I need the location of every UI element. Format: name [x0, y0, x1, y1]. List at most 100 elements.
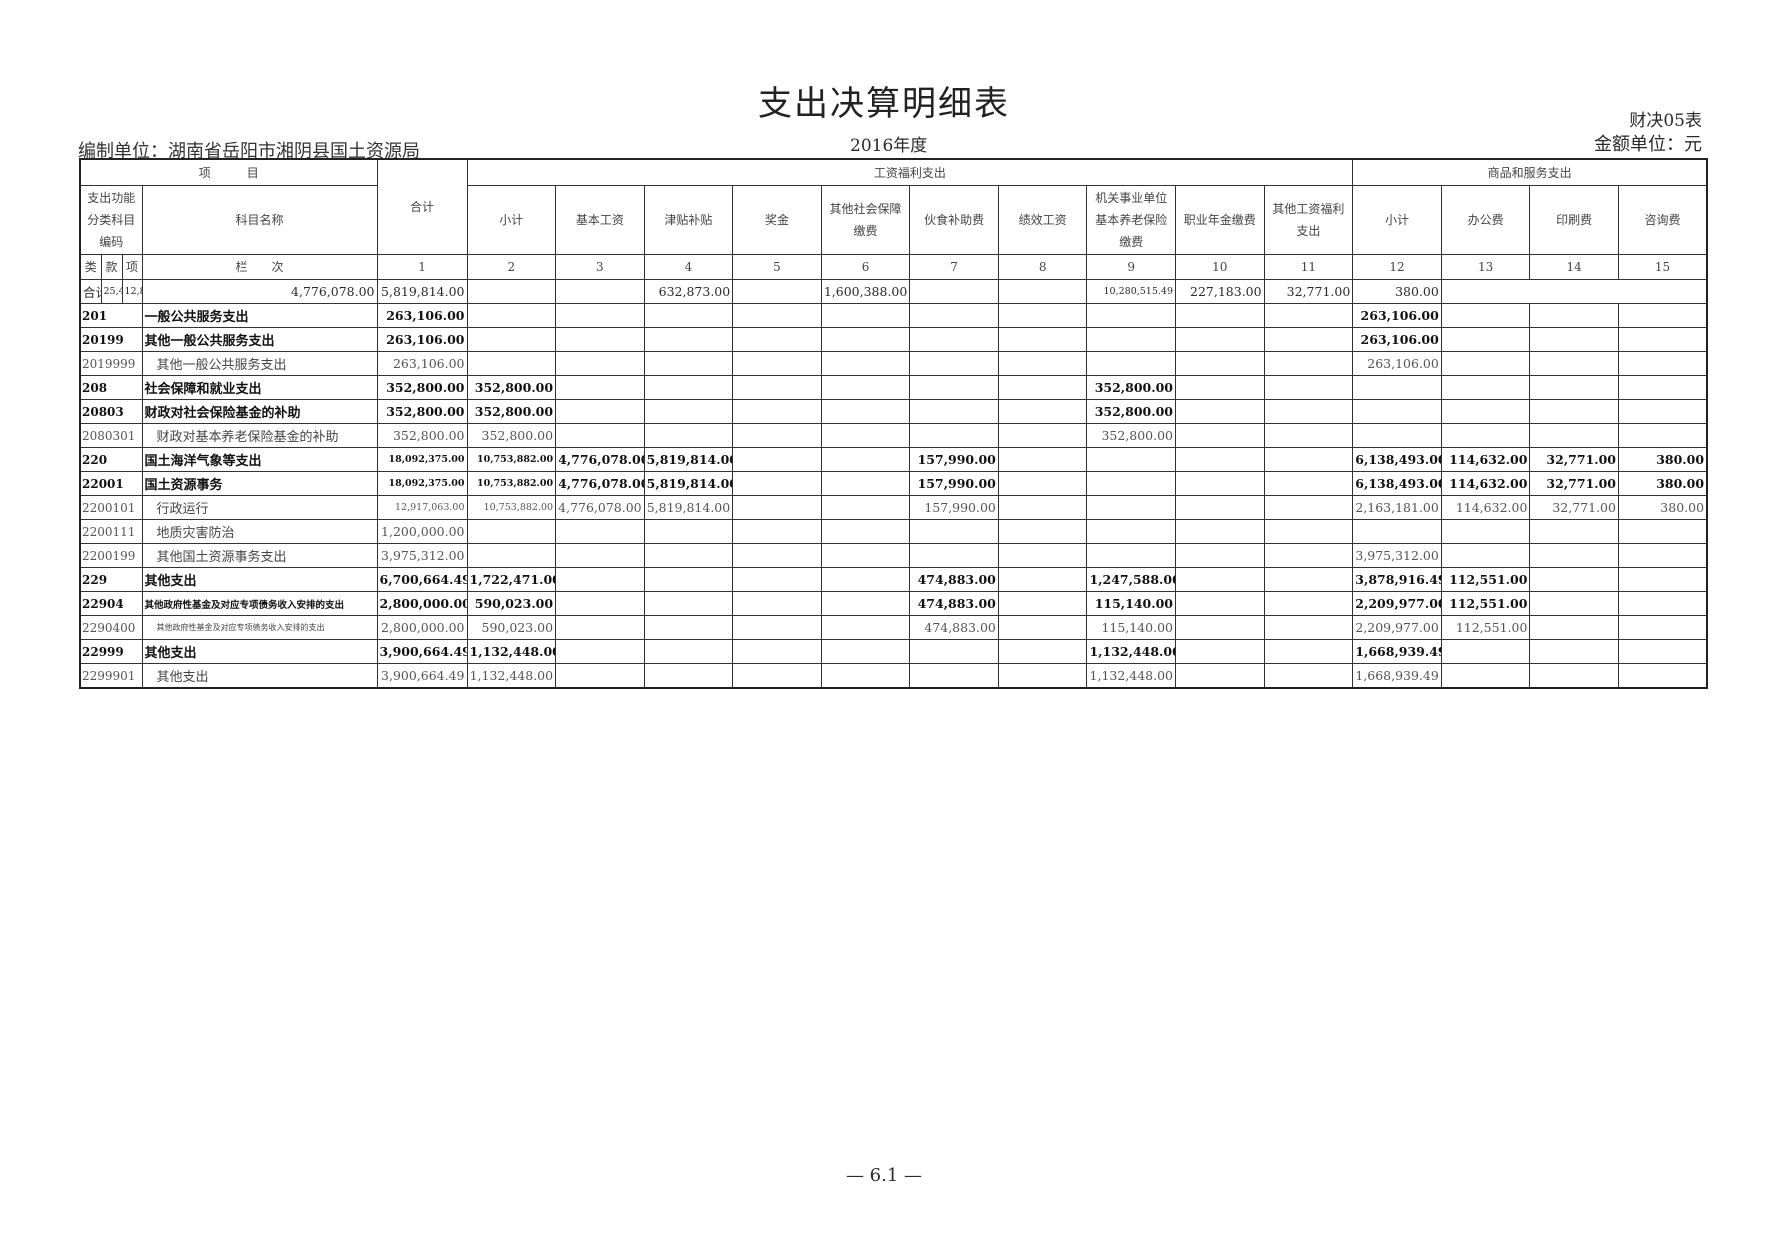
row-value [997, 639, 1088, 664]
row-value [1086, 447, 1177, 472]
row-value: 112,551.00 [1440, 567, 1531, 592]
row-value [1440, 663, 1531, 689]
row-value [820, 567, 911, 592]
row-value [1175, 327, 1265, 352]
row-value [1529, 519, 1619, 544]
total-cell [732, 279, 822, 304]
row-value: 1,132,448.00 [1086, 639, 1177, 664]
row-value [1529, 591, 1619, 616]
row-value [909, 423, 999, 448]
row-value [732, 471, 822, 496]
row-value: 590,023.00 [466, 615, 557, 640]
row-value [1263, 375, 1354, 400]
row-name: 其他一般公共服务支出 [141, 327, 378, 352]
row-value [466, 543, 557, 568]
row-value: 4,776,078.00 [555, 447, 645, 472]
row-value: 1,668,939.49 [1352, 639, 1442, 664]
header-column: 其他工资福利支出 [1263, 185, 1354, 255]
row-value [643, 303, 734, 328]
header-lei: 类 [79, 254, 102, 280]
row-value [820, 351, 911, 376]
row-value: 6,138,493.00 [1352, 471, 1442, 496]
column-number: 6 [820, 254, 911, 280]
row-value [1440, 519, 1531, 544]
row-value [909, 663, 999, 689]
row-value: 115,140.00 [1086, 615, 1177, 640]
row-value [643, 615, 734, 640]
column-number: 9 [1086, 254, 1177, 280]
row-value [732, 399, 822, 424]
total-cell: 32,771.00 [1263, 279, 1354, 304]
row-value [1175, 495, 1265, 520]
row-value: 474,883.00 [909, 567, 999, 592]
row-value [1617, 615, 1708, 640]
row-value: 1,247,588.00 [1086, 567, 1177, 592]
row-value [1263, 663, 1354, 689]
row-value [732, 567, 822, 592]
header-goods-group: 商品和服务支出 [1352, 158, 1708, 186]
row-value [466, 327, 557, 352]
total-cell: 10,280,515.49 [1086, 279, 1177, 304]
row-value: 352,800.00 [376, 375, 468, 400]
row-value: 263,106.00 [376, 327, 468, 352]
row-value [732, 447, 822, 472]
total-cell [555, 279, 645, 304]
row-value [820, 639, 911, 664]
header-xiang: 项 [121, 254, 143, 280]
row-value [1617, 327, 1708, 352]
row-value [732, 327, 822, 352]
row-value [1617, 519, 1708, 544]
row-value [1175, 447, 1265, 472]
row-value [555, 399, 645, 424]
header-code: 支出功能分类科目编码 [79, 185, 143, 255]
header-wages-group: 工资福利支出 [466, 158, 1354, 186]
row-value [997, 567, 1088, 592]
row-value [997, 327, 1088, 352]
total-cell: 380.00 [1352, 279, 1442, 304]
row-value [1175, 543, 1265, 568]
row-value [997, 591, 1088, 616]
table-row: 22999 其他支出 3,900,664.49 1,132,448.00 1,132,4… [79, 639, 1708, 664]
row-value [820, 543, 911, 568]
row-value: 3,878,916.49 [1352, 567, 1442, 592]
row-value: 263,106.00 [376, 351, 468, 376]
row-value [1175, 663, 1265, 689]
row-value: 10,753,882.00 [466, 495, 557, 520]
row-value [1263, 471, 1354, 496]
row-value: 1,132,448.00 [466, 639, 557, 664]
row-value [732, 663, 822, 689]
row-value [1529, 423, 1619, 448]
row-code: 2200199 [79, 543, 143, 568]
table-row: 2200101 行政运行 12,917,063.00 10,753,882.00 4,7… [79, 495, 1708, 520]
row-value [1175, 399, 1265, 424]
page-number: — 6.1 — [845, 1165, 923, 1186]
row-value [1529, 663, 1619, 689]
row-value: 18,092,375.00 [376, 447, 468, 472]
row-value [997, 399, 1088, 424]
row-code: 2200101 [79, 495, 143, 520]
column-number: 12 [1352, 254, 1442, 280]
table-row: 201 一般公共服务支出 263,106.00 263,106.00 [79, 303, 1708, 328]
column-number: 13 [1440, 254, 1531, 280]
row-value [1529, 543, 1619, 568]
row-value [732, 495, 822, 520]
row-value: 380.00 [1617, 447, 1708, 472]
column-number: 3 [555, 254, 645, 280]
header-column: 小计 [466, 185, 557, 255]
table-row: 220 国土海洋气象等支出 18,092,375.00 10,753,882.00 4,… [79, 447, 1708, 472]
header-item: 项 目 [79, 158, 378, 186]
total-cell: 227,183.00 [1175, 279, 1265, 304]
row-value [555, 543, 645, 568]
row-value: 352,800.00 [376, 399, 468, 424]
row-value [1263, 447, 1354, 472]
row-value: 3,975,312.00 [376, 543, 468, 568]
row-value [1529, 351, 1619, 376]
row-value [909, 351, 999, 376]
row-value [643, 663, 734, 689]
row-value [997, 351, 1088, 376]
page-title: 支出决算明细表 [758, 84, 1010, 124]
row-value [1086, 303, 1177, 328]
total-cell: 4,776,078.00 [141, 279, 378, 304]
row-value: 114,632.00 [1440, 447, 1531, 472]
row-value [909, 375, 999, 400]
